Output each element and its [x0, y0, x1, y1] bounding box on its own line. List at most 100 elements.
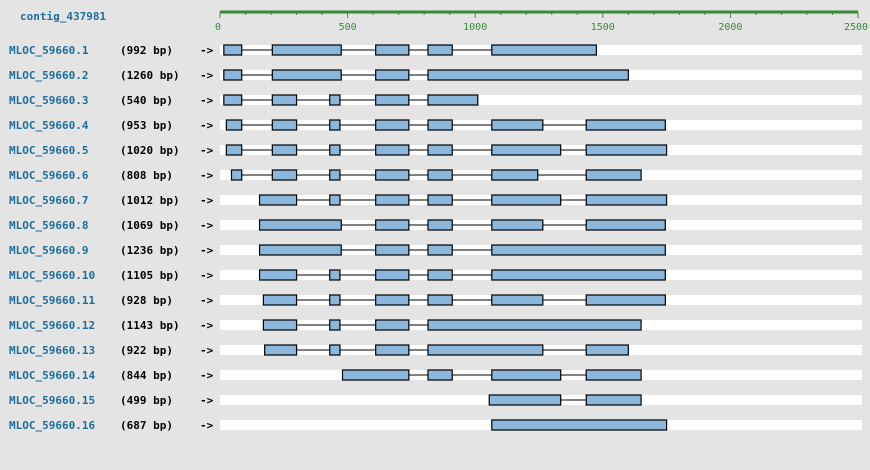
strand-arrow: -> — [200, 344, 214, 357]
exon-block — [427, 94, 479, 106]
exon-block — [329, 119, 341, 131]
exon-block — [585, 194, 668, 206]
transcript-row: MLOC_59660.4 (953 bp) -> — [3, 119, 863, 132]
exon-block — [585, 294, 666, 306]
exon-block — [375, 294, 410, 306]
transcript-name-link[interactable]: MLOC_59660.11 — [9, 294, 95, 307]
exon-block — [271, 69, 342, 81]
transcript-row: MLOC_59660.15 (499 bp) -> — [3, 394, 863, 407]
exon-block — [585, 344, 629, 356]
transcript-length: (1069 bp) — [120, 219, 180, 232]
strand-arrow: -> — [200, 169, 214, 182]
exon-block — [585, 169, 642, 181]
strand-arrow: -> — [200, 94, 214, 107]
transcript-row: MLOC_59660.12 (1143 bp) -> — [3, 319, 863, 332]
exon-block — [271, 94, 298, 106]
axis-tick-label: 1500 — [591, 22, 615, 33]
exon-block — [375, 244, 410, 256]
transcript-row: MLOC_59660.1 (992 bp) -> — [3, 44, 863, 57]
exon-block — [488, 394, 562, 406]
transcript-name-link[interactable]: MLOC_59660.4 — [9, 119, 89, 132]
transcript-name-link[interactable]: MLOC_59660.15 — [9, 394, 95, 407]
exon-block — [491, 244, 666, 256]
exon-block — [427, 344, 544, 356]
exon-block — [375, 119, 410, 131]
exon-block — [223, 94, 243, 106]
transcript-name-link[interactable]: MLOC_59660.5 — [9, 144, 88, 157]
transcript-length: (808 bp) — [120, 169, 173, 182]
strand-arrow: -> — [200, 119, 214, 132]
position-axis: 0 500 1000 1500 2000 2500 — [215, 10, 868, 33]
exon-block — [585, 219, 666, 231]
transcript-name-link[interactable]: MLOC_59660.6 — [9, 169, 89, 182]
transcript-length: (687 bp) — [120, 419, 173, 432]
exon-block — [491, 269, 666, 281]
transcript-name-link[interactable]: MLOC_59660.16 — [9, 419, 95, 432]
transcript-length: (499 bp) — [120, 394, 173, 407]
exon-block — [427, 269, 453, 281]
contig-link[interactable]: contig_437981 — [20, 10, 107, 23]
exon-block — [585, 119, 666, 131]
transcript-name-link[interactable]: MLOC_59660.14 — [9, 369, 95, 382]
strand-arrow: -> — [200, 144, 214, 157]
exon-block — [491, 119, 544, 131]
strand-arrow: -> — [200, 294, 214, 307]
exon-block — [264, 344, 298, 356]
exon-block — [375, 144, 410, 156]
transcript-name-link[interactable]: MLOC_59660.8 — [9, 219, 88, 232]
exon-block — [491, 169, 539, 181]
transcript-name-link[interactable]: MLOC_59660.3 — [9, 94, 88, 107]
strand-arrow: -> — [200, 419, 214, 432]
exon-block — [258, 244, 342, 256]
exon-block — [262, 294, 298, 306]
exon-block — [271, 169, 298, 181]
exon-block — [427, 144, 453, 156]
transcript-name-link[interactable]: MLOC_59660.1 — [9, 44, 89, 57]
exon-block — [427, 119, 453, 131]
transcript-name-link[interactable]: MLOC_59660.7 — [9, 194, 88, 207]
transcript-name-link[interactable]: MLOC_59660.10 — [9, 269, 95, 282]
transcript-length: (1012 bp) — [120, 194, 180, 207]
exon-block — [427, 319, 642, 331]
exon-block — [225, 119, 243, 131]
transcript-name-link[interactable]: MLOC_59660.12 — [9, 319, 95, 332]
exon-block — [230, 169, 243, 181]
axis-tick-label: 2500 — [844, 22, 868, 33]
axis-tick-label: 0 — [215, 22, 221, 33]
transcript-length: (1143 bp) — [120, 319, 180, 332]
transcript-row: MLOC_59660.6 (808 bp) -> — [3, 169, 863, 182]
transcript-row: MLOC_59660.16 (687 bp) -> — [3, 419, 863, 432]
transcript-rows: MLOC_59660.1 (992 bp) -> MLOC_59660.2 (1260 … — [3, 44, 863, 432]
exon-block — [491, 194, 562, 206]
transcript-row: MLOC_59660.8 (1069 bp) -> — [3, 219, 863, 232]
exon-block — [329, 144, 341, 156]
exon-block — [375, 219, 410, 231]
transcript-name-link[interactable]: MLOC_59660.13 — [9, 344, 95, 357]
transcript-name-link[interactable]: MLOC_59660.2 — [9, 69, 88, 82]
exon-block — [375, 319, 410, 331]
axis-tick-label: 1000 — [463, 22, 487, 33]
exon-block — [491, 219, 544, 231]
exon-block — [271, 119, 298, 131]
exon-block — [329, 344, 341, 356]
exon-block — [225, 144, 243, 156]
exon-block — [341, 369, 410, 381]
transcript-row: MLOC_59660.14 (844 bp) -> — [3, 369, 863, 382]
transcript-length: (1105 bp) — [120, 269, 180, 282]
transcript-length: (922 bp) — [120, 344, 173, 357]
exon-block — [427, 244, 453, 256]
transcript-name-link[interactable]: MLOC_59660.9 — [9, 244, 88, 257]
transcript-row: MLOC_59660.11 (928 bp) -> — [3, 294, 863, 307]
exon-block — [491, 144, 562, 156]
exon-block — [329, 169, 341, 181]
strand-arrow: -> — [200, 44, 214, 57]
transcript-length: (1260 bp) — [120, 69, 180, 82]
exon-block — [585, 394, 642, 406]
exon-block — [329, 269, 341, 281]
axis-tick-label: 2000 — [718, 22, 742, 33]
transcript-length: (992 bp) — [120, 44, 173, 57]
exon-block — [258, 219, 342, 231]
strand-arrow: -> — [200, 194, 214, 207]
exon-block — [375, 269, 410, 281]
